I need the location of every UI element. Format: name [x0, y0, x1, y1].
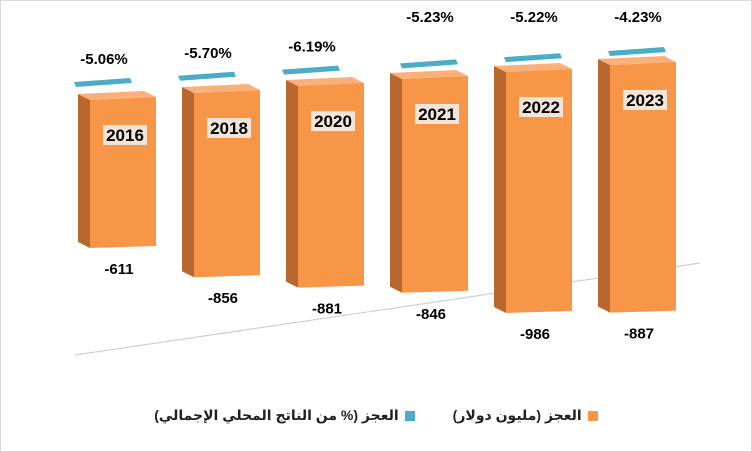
bar-top-2022	[494, 63, 572, 72]
value-label-2021: -846	[416, 306, 446, 323]
year-label-bg-2023	[623, 90, 667, 110]
bar-top-2020	[286, 77, 364, 86]
year-label-2022: 2022	[522, 98, 560, 117]
pct-label-2021: -5.23%	[406, 9, 454, 26]
pct-mark-2018	[178, 71, 236, 81]
legend-label-deficit-usd: العجز (مليون دولار)	[452, 407, 582, 423]
bar-2020	[298, 83, 364, 288]
legend-label-deficit-gdp: العجز (% من الناتج المحلي الإجمالي)	[154, 407, 399, 423]
pct-mark-2016	[74, 78, 132, 87]
bar-top-2021	[390, 70, 468, 79]
bar-side-2020	[286, 80, 298, 288]
value-label-2020: -881	[312, 301, 342, 318]
legend-swatch-orange	[587, 410, 598, 421]
bar-2023	[610, 62, 676, 313]
bar-series-deficit-gdp	[74, 47, 666, 87]
legend-swatch-teal	[404, 410, 415, 421]
bar-side-2023	[598, 59, 610, 313]
legend-entry-deficit-gdp: العجز (% من الناتج المحلي الإجمالي)	[154, 407, 415, 424]
pct-mark-2021	[400, 59, 458, 69]
year-label-2020: 2020	[314, 112, 352, 131]
value-label-2016: -611	[104, 261, 133, 278]
year-label-2018: 2018	[210, 119, 248, 138]
legend-entry-deficit-usd: العجز (مليون دولار)	[453, 407, 598, 424]
bar-side-2018	[182, 87, 194, 278]
value-label-2023: -887	[624, 326, 654, 343]
pct-label-2016: -5.06%	[80, 51, 128, 68]
floor-line	[74, 262, 701, 356]
bar-side-2022	[494, 66, 506, 313]
year-label-bg-2022	[519, 97, 563, 117]
year-label-2023: 2023	[626, 91, 664, 110]
bar-2016	[90, 97, 156, 248]
bar-top-2016	[78, 91, 156, 100]
bar-side-2021	[390, 73, 402, 293]
year-label-bg-2018	[207, 118, 251, 138]
year-label-bg-2016	[103, 125, 147, 145]
year-label-2021: 2021	[418, 105, 456, 124]
bar-2021	[402, 76, 468, 293]
year-label-2016: 2016	[106, 126, 144, 145]
legend: العجز (مليون دولار) العجز (% من الناتج ا…	[0, 407, 752, 424]
pct-mark-2023	[608, 47, 666, 56]
value-label-2022: -986	[520, 326, 550, 343]
bar-side-2016	[78, 94, 90, 248]
pct-mark-2020	[282, 65, 340, 75]
value-label-2018: -856	[208, 290, 238, 307]
bar-2022	[506, 69, 572, 313]
chart-floor	[74, 262, 701, 356]
pct-label-2023: -4.23%	[614, 9, 662, 26]
year-label-bg-2020	[311, 111, 355, 131]
bar-top-2018	[182, 84, 260, 93]
pct-label-2018: -5.70%	[184, 45, 232, 62]
pct-mark-2022	[504, 53, 562, 63]
bar-top-2023	[598, 56, 676, 65]
pct-label-2022: -5.22%	[510, 9, 558, 26]
bar-series-deficit-usd	[78, 56, 676, 313]
pct-label-2020: -6.19%	[288, 39, 336, 56]
year-label-bg-2021	[415, 104, 459, 124]
data-labels: 2016 -611 -5.06% 2018 -856 -5.70% 2020 -881 -6.1…	[80, 9, 667, 343]
